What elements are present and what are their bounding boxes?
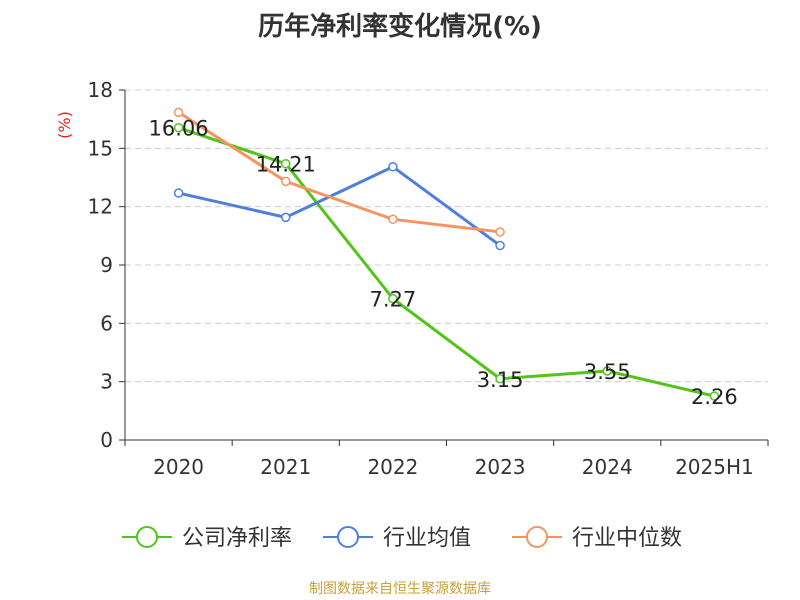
y-tick-label: 9 (100, 253, 113, 277)
legend-label: 公司净利率 (182, 526, 292, 551)
legend-marker (136, 526, 158, 548)
x-tick-label: 2020 (153, 455, 204, 479)
data-point (281, 176, 291, 187)
y-tick-label: 18 (88, 78, 113, 102)
data-label: 7.27 (370, 288, 417, 312)
y-tick-label: 12 (88, 195, 113, 219)
legend-label: 行业均值 (383, 526, 471, 551)
legend: 公司净利率 行业均值 行业中位数 (122, 526, 682, 551)
source-note: 制图数据来自恒生聚源数据库 (309, 581, 491, 597)
data-point (173, 122, 184, 133)
axes: 0 3 6 9 12 15 18 2020 2021 2022 2023 2024 2025H1 (%) (55, 78, 769, 479)
legend-label: 行业中位数 (572, 526, 682, 551)
data-point (281, 158, 291, 169)
data-point (495, 374, 505, 384)
data-point (388, 293, 398, 304)
series-lines (173, 107, 720, 401)
data-labels: 16.06 14.21 7.27 3.15 3.55 2.26 (149, 117, 738, 409)
data-label: 2.26 (691, 385, 738, 409)
legend-marker (526, 526, 548, 548)
y-tick-label: 0 (100, 428, 113, 452)
data-label: 14.21 (256, 153, 316, 177)
x-tick-label: 2025H1 (675, 455, 754, 479)
data-point (173, 107, 184, 118)
chart-title: 历年净利率变化情况(%) (258, 12, 542, 42)
x-tick-label: 2022 (367, 455, 418, 479)
data-label: 3.55 (584, 360, 631, 384)
data-label: 3.15 (477, 368, 524, 392)
data-point (495, 240, 505, 251)
data-point (495, 227, 505, 237)
data-point (281, 212, 291, 223)
data-point (173, 188, 184, 198)
y-tick-label: 3 (100, 370, 113, 394)
x-tick-label: 2023 (475, 455, 526, 479)
series-line (177, 111, 501, 234)
series-line (178, 126, 715, 398)
y-tick-label: 15 (88, 136, 113, 160)
data-point (602, 366, 612, 376)
y-tick-label: 6 (100, 311, 113, 335)
legend-marker (337, 526, 359, 548)
data-label: 16.06 (149, 117, 209, 141)
series-line (178, 165, 501, 247)
x-tick-label: 2024 (582, 455, 633, 479)
x-tick-label: 2021 (260, 455, 311, 479)
data-point (388, 214, 398, 225)
data-point (709, 391, 720, 401)
data-point (388, 162, 398, 172)
y-axis-label: (%) (55, 111, 74, 139)
